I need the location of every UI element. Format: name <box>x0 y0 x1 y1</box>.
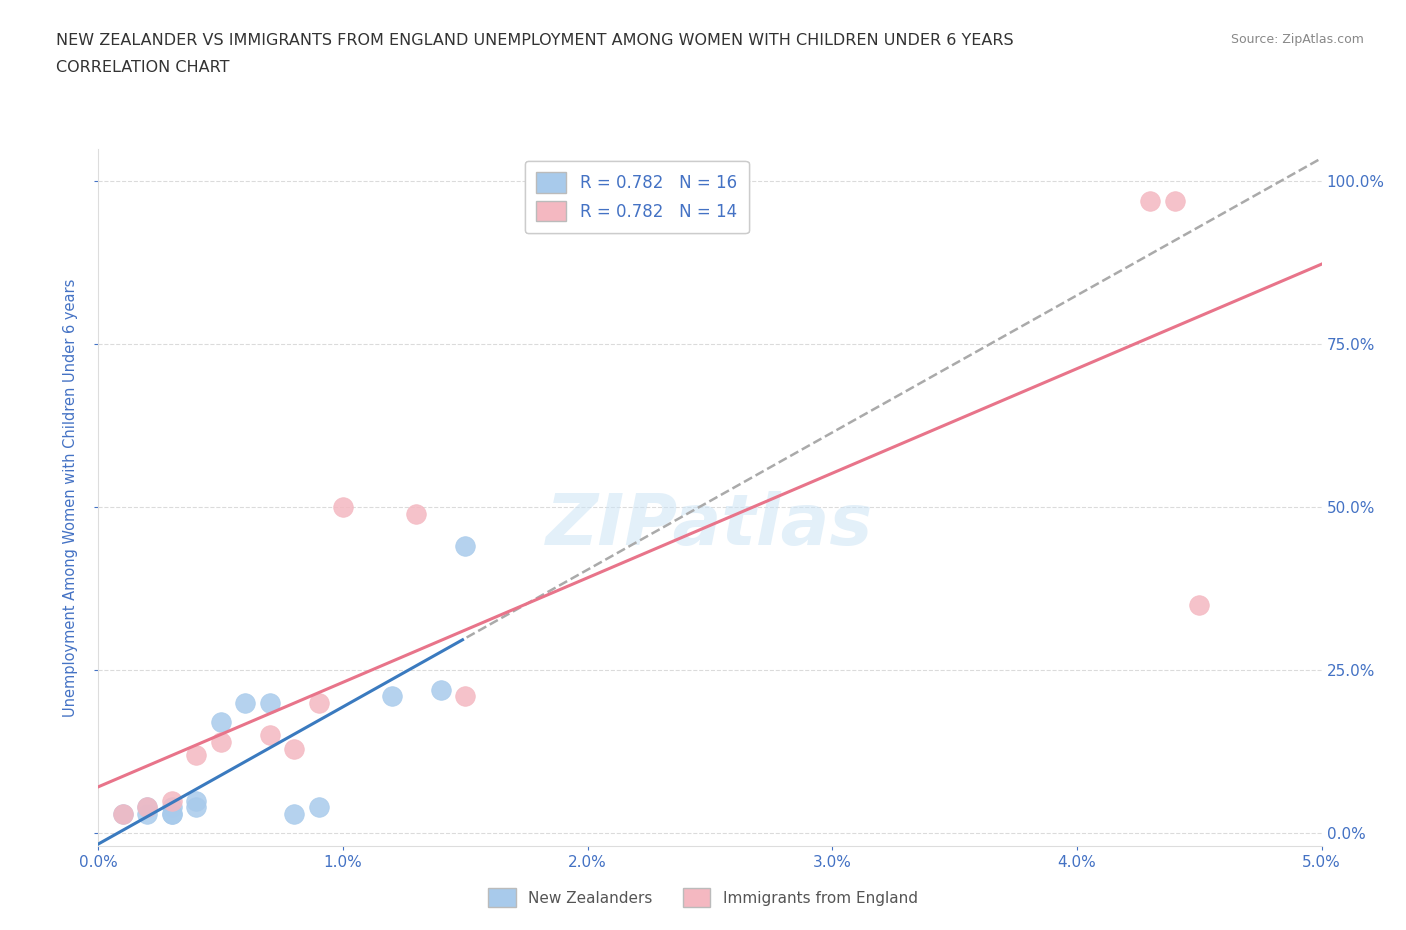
Point <box>1164 193 1187 208</box>
Point <box>430 683 453 698</box>
Point <box>454 539 477 554</box>
Point <box>454 689 477 704</box>
Text: NEW ZEALANDER VS IMMIGRANTS FROM ENGLAND UNEMPLOYMENT AMONG WOMEN WITH CHILDREN : NEW ZEALANDER VS IMMIGRANTS FROM ENGLAND… <box>56 33 1014 47</box>
Point <box>160 800 183 815</box>
Point <box>332 500 354 515</box>
Point <box>259 728 281 743</box>
Point <box>136 806 159 821</box>
Point <box>283 806 305 821</box>
Legend: New Zealanders, Immigrants from England: New Zealanders, Immigrants from England <box>482 883 924 913</box>
Point <box>259 696 281 711</box>
Y-axis label: Unemployment Among Women with Children Under 6 years: Unemployment Among Women with Children U… <box>63 278 79 717</box>
Point <box>111 806 134 821</box>
Point <box>111 806 134 821</box>
Point <box>160 806 183 821</box>
Point <box>308 800 330 815</box>
Text: Source: ZipAtlas.com: Source: ZipAtlas.com <box>1230 33 1364 46</box>
Point <box>308 696 330 711</box>
Point <box>186 800 208 815</box>
Point <box>209 735 232 750</box>
Point <box>136 800 159 815</box>
Point <box>233 696 256 711</box>
Point <box>160 806 183 821</box>
Point <box>381 689 404 704</box>
Legend: R = 0.782   N = 16, R = 0.782   N = 14: R = 0.782 N = 16, R = 0.782 N = 14 <box>524 161 748 232</box>
Point <box>136 800 159 815</box>
Text: ZIPatlas: ZIPatlas <box>547 491 873 560</box>
Point <box>1188 598 1211 613</box>
Point <box>186 793 208 808</box>
Point <box>405 507 427 522</box>
Point <box>160 793 183 808</box>
Text: CORRELATION CHART: CORRELATION CHART <box>56 60 229 75</box>
Point <box>1139 193 1161 208</box>
Point <box>186 748 208 763</box>
Point <box>283 741 305 756</box>
Point <box>209 715 232 730</box>
